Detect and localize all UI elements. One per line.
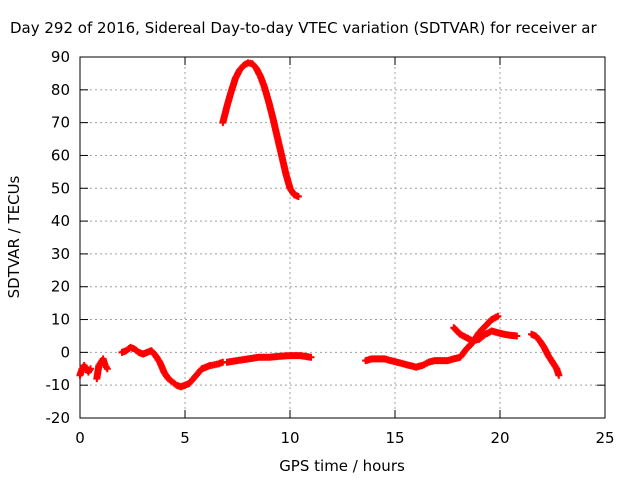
plus-markers xyxy=(223,352,315,366)
data-segment xyxy=(76,362,94,379)
x-tick-label: 25 xyxy=(595,429,614,447)
x-tick-label: 15 xyxy=(385,429,404,447)
x-tick-label: 5 xyxy=(180,429,190,447)
axis-ticks: -20 -10 0 10 20 30 40 50 60 70 80 90 0 5 10 15 20 25 xyxy=(46,48,615,447)
y-tick-label: -20 xyxy=(46,409,71,427)
plot-frame xyxy=(79,56,606,419)
y-tick-label: 10 xyxy=(51,311,70,329)
y-tick-label: 50 xyxy=(51,179,70,197)
plus-markers xyxy=(450,324,521,345)
y-tick-label: 30 xyxy=(51,245,70,263)
y-tick-label: 70 xyxy=(51,114,70,132)
data-segment xyxy=(93,355,111,383)
x-tick-label: 20 xyxy=(490,429,509,447)
y-tick-label: 40 xyxy=(51,212,70,230)
data-segment xyxy=(118,343,227,391)
plus-markers xyxy=(76,362,94,379)
data-segment xyxy=(223,352,315,366)
plus-markers xyxy=(219,59,302,200)
data-segment xyxy=(219,59,302,200)
x-tick-label: 10 xyxy=(280,429,299,447)
y-tick-label: 0 xyxy=(60,343,70,361)
y-axis-label: SDTVAR / TECUs xyxy=(5,175,23,298)
data-segment xyxy=(528,330,563,379)
y-tick-label: 60 xyxy=(51,146,70,164)
y-tick-label: 20 xyxy=(51,278,70,296)
y-tick-label: -10 xyxy=(46,376,71,394)
data-points xyxy=(76,59,563,391)
x-axis-label: GPS time / hours xyxy=(279,457,405,475)
data-segment xyxy=(450,324,521,345)
chart-title: Day 292 of 2016, Sidereal Day-to-day VTE… xyxy=(10,19,597,37)
x-tick-label: 0 xyxy=(75,429,85,447)
plus-markers xyxy=(528,330,563,379)
y-tick-label: 90 xyxy=(51,48,70,66)
plus-markers xyxy=(118,343,227,391)
plus-markers xyxy=(93,355,111,383)
y-tick-label: 80 xyxy=(51,81,70,99)
